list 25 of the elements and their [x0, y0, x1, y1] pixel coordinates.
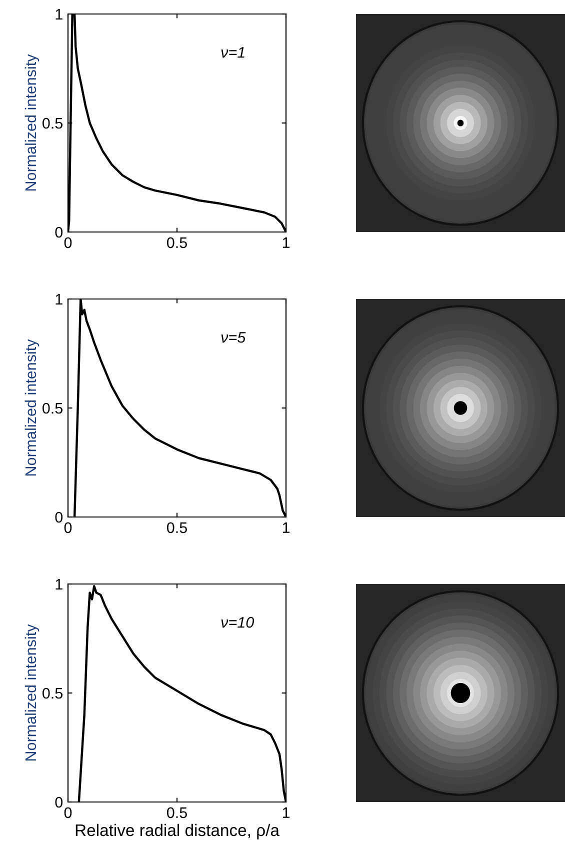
x-tick-label: 0	[64, 522, 72, 534]
y-axis-title: Normalized intensity	[24, 624, 40, 761]
y-tick-label: 0	[55, 512, 63, 523]
y-tick-label: 0.5	[42, 402, 62, 414]
y-tick-label: 1	[56, 579, 62, 590]
y-axis-title: Normalized intensity	[24, 54, 40, 191]
x-tick-label: 1	[282, 237, 290, 248]
annotation: ν=10	[221, 616, 254, 628]
x-tick-label: 0	[64, 807, 72, 818]
x-tick-label: 0.5	[166, 522, 187, 534]
x-tick-label: 0.5	[166, 807, 187, 818]
y-tick-label: 1	[56, 9, 62, 20]
x-axis-title: Relative radial distance, ρ/a	[76, 824, 280, 840]
y-tick-label: 0.5	[42, 118, 62, 129]
x-tick-label: 0.5	[166, 237, 187, 248]
y-tick-label: 0.5	[42, 688, 62, 699]
annotation: ν=5	[221, 332, 246, 343]
y-tick-label: 0	[55, 226, 63, 238]
y-axis-title: Normalized intensity	[24, 339, 40, 476]
x-tick-label: 1	[282, 522, 290, 533]
y-tick-label: 1	[56, 294, 62, 305]
annotation: ν=1	[221, 47, 244, 58]
x-tick-label: 0	[64, 237, 72, 248]
y-tick-label: 0	[55, 796, 63, 808]
x-tick-label: 1	[282, 807, 290, 818]
